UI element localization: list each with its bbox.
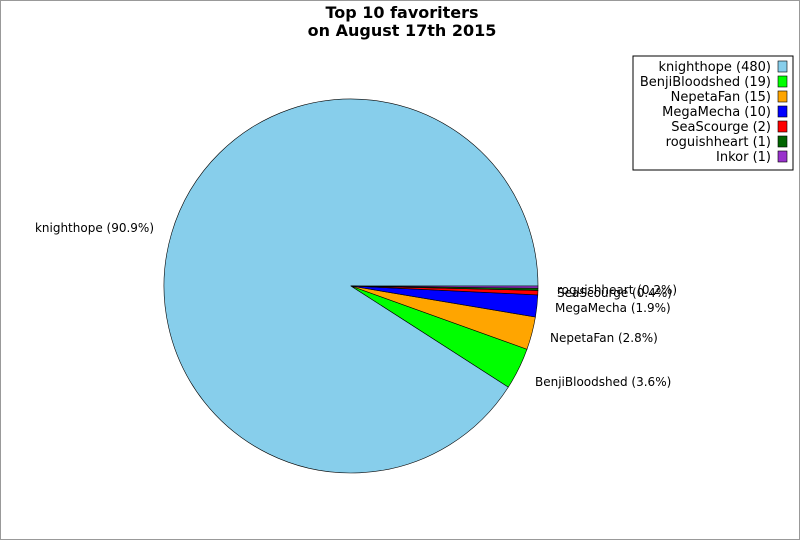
legend-swatch-benjibloodshed (777, 75, 788, 88)
legend-label-inkor: Inkor (1) (716, 150, 771, 165)
slice-label-roguishheart: roguishheart (0.2%) (557, 283, 677, 297)
legend-label-megamecha: MegaMecha (10) (662, 105, 771, 120)
legend-swatch-inkor (777, 150, 788, 163)
slice-labels: knighthope (90.9%) BenjiBloodshed (3.6%) N… (35, 221, 677, 389)
legend-swatch-knighthope (777, 60, 788, 73)
slice-label-seascourge: SeaScourge (0.4%) (557, 286, 672, 300)
legend-label-knighthope: knighthope (480) (659, 60, 772, 75)
legend-swatch-seascourge (777, 120, 788, 133)
chart-subtitle: on August 17th 2015 (308, 21, 497, 40)
slice-label-benjibloodshed: BenjiBloodshed (3.6%) (535, 375, 671, 389)
legend-swatch-nepetafan (777, 90, 788, 103)
legend-swatch-roguishheart (777, 135, 788, 148)
legend: knighthope (480)BenjiBloodshed (19)Nepet… (632, 55, 794, 171)
slice-label-megamecha: MegaMecha (1.9%) (555, 301, 671, 315)
pie-slices (163, 98, 539, 474)
slice-label-nepetafan: NepetaFan (2.8%) (550, 331, 658, 345)
legend-swatch-megamecha (777, 105, 788, 118)
pie-slice-inkor (350, 285, 539, 289)
legend-label-seascourge: SeaScourge (2) (671, 120, 771, 135)
chart-title: Top 10 favoriters (325, 3, 478, 22)
legend-box (632, 55, 794, 171)
legend-label-nepetafan: NepetaFan (15) (671, 90, 771, 105)
slice-label-knighthope: knighthope (90.9%) (35, 221, 154, 235)
legend-label-roguishheart: roguishheart (1) (666, 135, 771, 150)
legend-label-benjibloodshed: BenjiBloodshed (19) (640, 75, 771, 90)
